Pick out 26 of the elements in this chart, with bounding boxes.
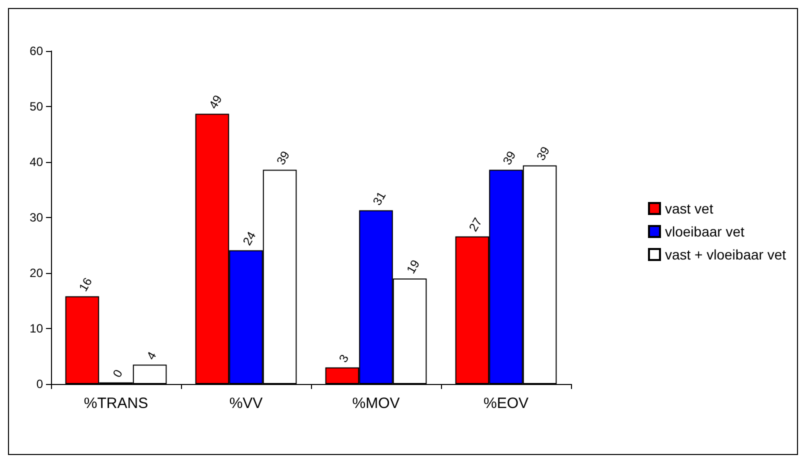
data-label: 31 — [370, 188, 389, 208]
data-label: 3 — [336, 352, 352, 365]
legend-label: vloeibaar vet — [664, 224, 744, 240]
x-tick-label: %MOV — [352, 395, 400, 412]
y-tick-label: 0 — [36, 377, 44, 391]
y-tick-label: 50 — [30, 100, 44, 114]
data-label: 16 — [76, 274, 96, 294]
data-label: 39 — [500, 148, 519, 168]
x-tick-label: %VV — [229, 395, 263, 412]
legend-label: vast + vloeibaar vet — [664, 246, 786, 262]
data-label: 24 — [240, 228, 259, 248]
data-label: 27 — [466, 215, 486, 234]
y-tick-label: 10 — [30, 322, 44, 336]
data-label: 19 — [404, 257, 423, 276]
data-label: 39 — [274, 148, 293, 168]
data-label: 49 — [206, 92, 226, 112]
x-tick-label: %TRANS — [84, 395, 148, 412]
data-label: 0 — [110, 366, 126, 380]
x-tick-label: %EOV — [483, 395, 529, 412]
y-tick-label: 20 — [30, 266, 44, 280]
data-label: 39 — [534, 144, 553, 163]
y-tick-label: 40 — [30, 155, 44, 169]
y-tick-label: 30 — [30, 210, 44, 224]
y-tick-label: 60 — [30, 44, 44, 58]
data-label: 4 — [144, 349, 160, 362]
legend-label: vast vet — [664, 200, 714, 216]
